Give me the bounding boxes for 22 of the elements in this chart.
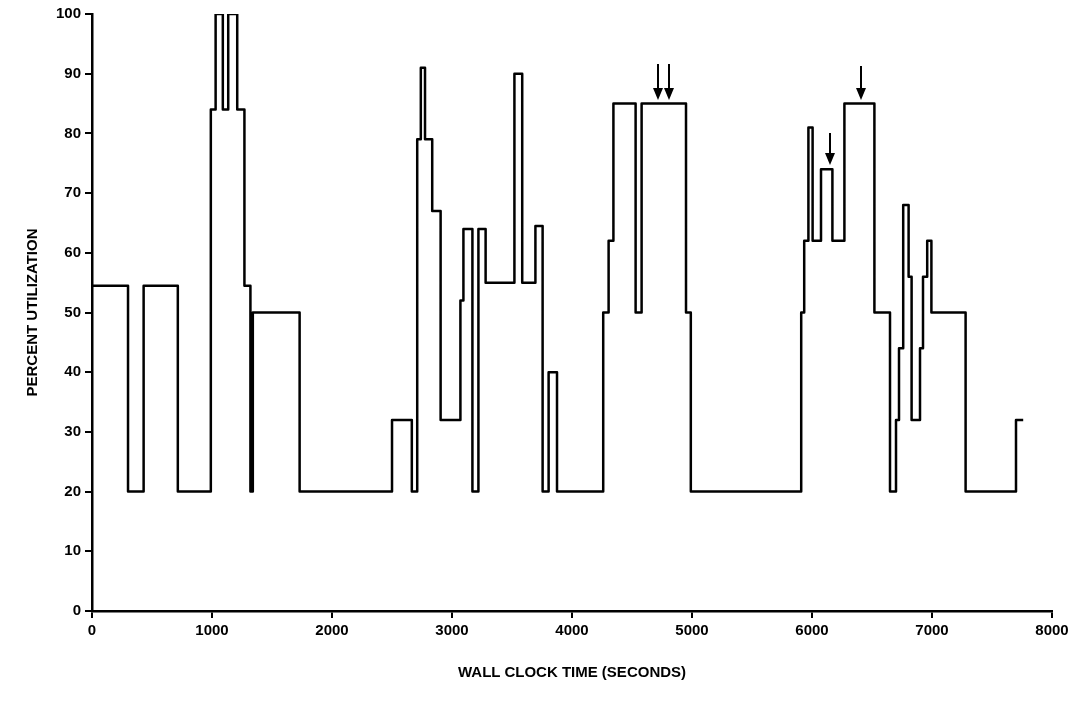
y-tick-label: 70	[64, 183, 82, 201]
x-tick-label: 3000	[435, 621, 469, 639]
x-tick-label: 8000	[1035, 621, 1069, 639]
y-tick-label: 90	[64, 63, 82, 81]
x-tick-label: 5000	[675, 621, 709, 639]
x-tick-label: 1000	[195, 621, 229, 639]
x-axis-title: WALL CLOCK TIME (SECONDS)	[457, 663, 687, 681]
y-tick-label: 50	[64, 302, 82, 320]
x-tick-label: 7000	[915, 621, 949, 639]
x-tick-label: 2000	[315, 621, 349, 639]
y-tick-label: 10	[64, 541, 82, 559]
y-tick-label: 100	[56, 4, 82, 22]
y-tick-label: 0	[72, 601, 82, 619]
y-tick-label: 40	[64, 362, 82, 380]
x-tick-label: 0	[87, 621, 97, 639]
x-tick-label: 4000	[555, 621, 589, 639]
y-tick-label: 30	[64, 422, 82, 440]
x-tick-label: 6000	[795, 621, 829, 639]
y-axis-title: PERCENT UTILIZATION	[23, 228, 41, 397]
y-tick-label: 60	[64, 242, 82, 260]
y-tick-label: 20	[64, 481, 82, 499]
y-tick-label: 80	[64, 123, 82, 141]
